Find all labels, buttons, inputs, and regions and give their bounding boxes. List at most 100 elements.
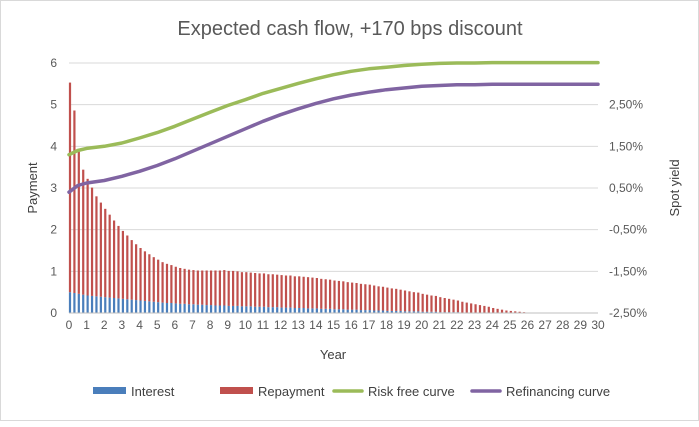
x-tick-label: 0: [66, 318, 73, 332]
bar-repayment: [377, 286, 379, 310]
bar-interest: [175, 303, 177, 313]
legend-item: Interest: [93, 384, 175, 399]
x-tick-label: 30: [591, 318, 605, 332]
bar-repayment: [179, 268, 181, 304]
bar-repayment: [382, 287, 384, 311]
x-tick-label: 8: [207, 318, 214, 332]
bar-repayment: [466, 303, 468, 313]
bar-repayment: [307, 277, 309, 308]
bar-interest: [188, 304, 190, 313]
bar-repayment: [457, 301, 459, 313]
x-tick-label: 1: [83, 318, 90, 332]
bar-repayment: [435, 296, 437, 312]
bar-interest: [95, 296, 97, 313]
bar-repayment: [109, 215, 111, 298]
bar-repayment: [135, 244, 137, 300]
bar-repayment: [448, 299, 450, 312]
bar-repayment: [369, 285, 371, 310]
bar-repayment: [386, 288, 388, 311]
bar-repayment: [364, 284, 366, 310]
bar-interest: [303, 308, 305, 313]
bar-repayment: [430, 296, 432, 312]
bar-repayment: [347, 282, 349, 310]
x-tick-label: 28: [556, 318, 570, 332]
bar-interest: [236, 306, 238, 313]
x-tick-label: 16: [344, 318, 358, 332]
x-tick-label: 10: [239, 318, 253, 332]
bar-repayment: [342, 281, 344, 309]
bar-repayment: [73, 111, 75, 294]
bar-interest: [263, 307, 265, 313]
bar-repayment: [148, 254, 150, 301]
bar-repayment: [479, 305, 481, 313]
bar-interest: [113, 298, 115, 313]
bar-repayment: [404, 291, 406, 312]
bar-repayment: [408, 291, 410, 311]
x-tick-label: 24: [486, 318, 500, 332]
bar-repayment: [413, 292, 415, 311]
bar-repayment: [113, 221, 115, 299]
bar-repayment: [214, 271, 216, 306]
bar-repayment: [483, 306, 485, 313]
bar-repayment: [236, 271, 238, 306]
x-tick-label: 15: [327, 318, 341, 332]
x-tick-label: 11: [257, 318, 270, 332]
bar-repayment: [272, 274, 274, 307]
y2-tick-label: -2,50%: [609, 306, 647, 320]
y2-tick-label: 2,50%: [609, 98, 643, 112]
bar-repayment: [422, 294, 424, 312]
bar-interest: [179, 304, 181, 313]
bar-repayment: [91, 188, 93, 296]
bar-interest: [91, 296, 93, 313]
bar-interest: [157, 302, 159, 313]
bar-interest: [228, 306, 230, 313]
bar-repayment: [175, 267, 177, 304]
y2-tick-label: -1,50%: [609, 264, 647, 278]
bar-repayment: [139, 248, 141, 301]
bar-repayment: [439, 297, 441, 312]
x-tick-label: 26: [521, 318, 535, 332]
legend-item: Refinancing curve: [472, 384, 610, 399]
bar-interest: [170, 303, 172, 313]
bar-repayment: [210, 271, 212, 306]
bar-repayment: [184, 269, 186, 304]
bar-repayment: [316, 278, 318, 308]
line-refinancing-curve: [69, 84, 598, 192]
y2-axis-title: Spot yield: [667, 159, 682, 216]
bar-interest: [325, 309, 327, 313]
bar-repayment: [223, 270, 225, 305]
bar-repayment: [250, 273, 252, 307]
lines: [69, 63, 598, 193]
x-tick-label: 3: [119, 318, 126, 332]
bar-interest: [258, 307, 260, 313]
bar-interest: [73, 293, 75, 313]
y2-tick-label: 0,50%: [609, 181, 643, 195]
x-tick-label: 2: [101, 318, 108, 332]
bar-interest: [131, 300, 133, 313]
bar-repayment: [474, 304, 476, 312]
bar-interest: [307, 308, 309, 313]
x-axis-title: Year: [320, 347, 347, 362]
bar-interest: [333, 309, 335, 313]
x-tick-label: 6: [171, 318, 178, 332]
bar-repayment: [258, 273, 260, 306]
bar-repayment: [219, 271, 221, 306]
legend-swatch: [93, 387, 126, 394]
bar-repayment: [263, 273, 265, 306]
x-tick-label: 4: [136, 318, 143, 332]
bar-interest: [82, 295, 84, 313]
bar-repayment: [294, 276, 296, 308]
bar-interest: [100, 297, 102, 313]
bar-interest: [144, 301, 146, 313]
bars: [69, 83, 538, 313]
y-tick-label: 1: [50, 264, 57, 278]
bar-repayment: [329, 280, 331, 309]
y-tick-label: 0: [50, 306, 57, 320]
bar-interest: [139, 301, 141, 314]
bar-interest: [197, 305, 199, 313]
x-tick-label: 23: [468, 318, 482, 332]
x-tick-label: 25: [503, 318, 517, 332]
bar-interest: [126, 299, 128, 313]
x-tick-label: 18: [380, 318, 394, 332]
